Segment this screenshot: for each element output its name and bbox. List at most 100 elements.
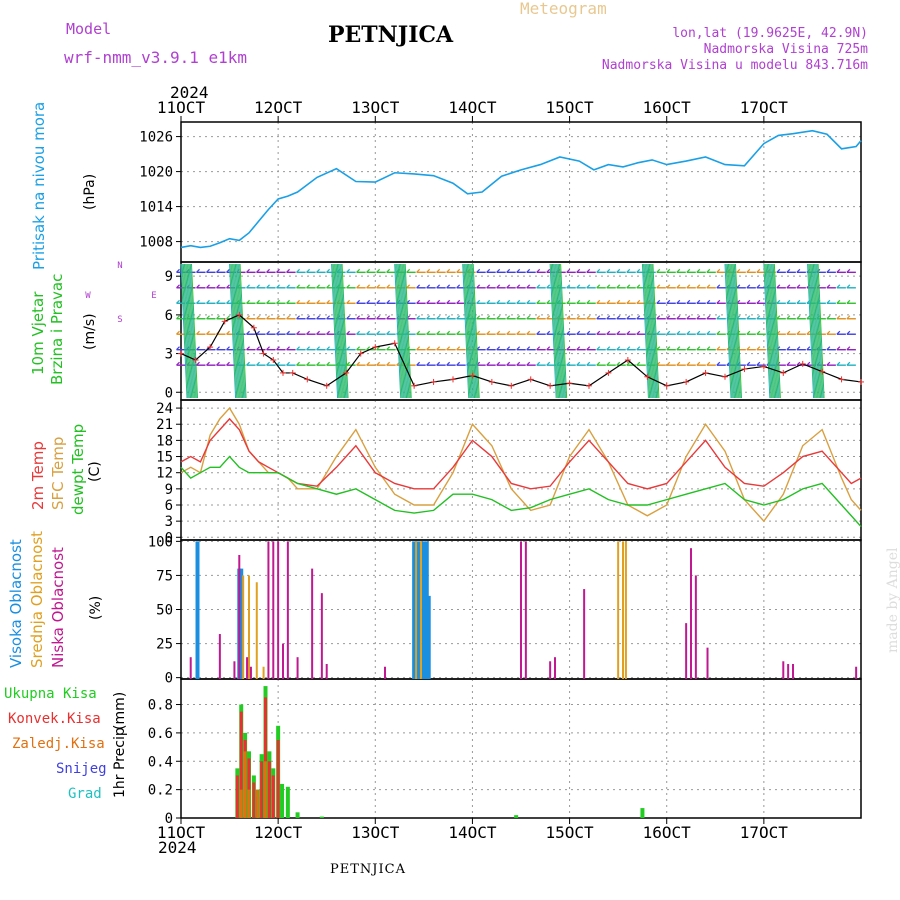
wind-streak (811, 263, 819, 399)
wind-barb-head (416, 268, 421, 273)
wind-barb-head (356, 284, 361, 289)
wind-barb-head (196, 346, 200, 351)
wind-streak (230, 263, 238, 399)
wind-barb-head (756, 330, 761, 335)
wind-streak (396, 263, 404, 399)
wind-barb-head (636, 284, 641, 289)
wind-streak (766, 263, 774, 399)
cloud-bar (239, 568, 244, 679)
wind-barb-head (746, 315, 751, 320)
cloud-bar (524, 541, 527, 679)
wind-barb-head (566, 315, 571, 320)
cloud-bar (617, 541, 620, 679)
wind-barb-head (826, 346, 831, 351)
wind-barb-head (836, 284, 841, 289)
compass-letter: E (151, 291, 156, 301)
wind-barb-head (446, 315, 451, 320)
wind-barb-head (286, 284, 290, 289)
cloud-bar (554, 657, 556, 679)
wind-barb-head (596, 346, 601, 351)
wind-barb-head (546, 346, 551, 351)
wind-barb-head (196, 361, 200, 366)
y-tick-label: 18 (156, 433, 173, 449)
wind-barb-head (626, 268, 631, 273)
wind-barb-head (506, 361, 511, 366)
wind-barb-head (486, 330, 491, 335)
wind-barb-head (686, 284, 691, 289)
meteogram-label: Meteogram (520, 0, 607, 18)
wind-barb-head (276, 330, 280, 335)
wind-barb-head (666, 361, 671, 366)
wind-barb-head (426, 268, 431, 273)
wind-barb-head (846, 299, 851, 304)
wind-barb-head (346, 315, 351, 320)
wind-barb-head (776, 284, 781, 289)
wind-barb-head (346, 361, 351, 366)
wind-barb-head (356, 330, 361, 335)
wind-streak (180, 263, 188, 399)
wind-barb-head (806, 315, 811, 320)
wind-barb-head (626, 284, 631, 289)
precip-bar (235, 775, 239, 818)
wind-barb-head (306, 346, 310, 351)
wind-streak (332, 263, 340, 399)
wind-streak (234, 263, 242, 399)
precip-bar (280, 783, 285, 818)
precip-bar (247, 789, 251, 818)
model-elevation-text: Nadmorska Visina u modelu 843.716m (601, 58, 868, 73)
y-tick-label: 0.8 (148, 698, 173, 714)
wind-barb-head (666, 315, 671, 320)
compass-letter: N (117, 261, 122, 271)
y-tick-label: 100 (148, 534, 173, 550)
cloud-bar (706, 647, 709, 679)
wind-barb-head (456, 346, 461, 351)
wind-barb-head (476, 268, 481, 273)
wind-barb-head (696, 346, 701, 351)
wind-barb-head (476, 315, 481, 320)
wind-barb-head (456, 315, 461, 320)
wind-barb-head (836, 346, 841, 351)
cloud-bar (426, 595, 431, 679)
wind-barb-head (526, 284, 531, 289)
wind-barb-head (846, 346, 851, 351)
wind-barb-head (326, 346, 331, 351)
y-tick-label: 50 (156, 603, 173, 619)
wind-streak (183, 263, 191, 399)
wind-streak (231, 263, 239, 399)
wind-barb-head (576, 346, 581, 351)
cloud-bar (320, 593, 323, 679)
wind-barb-head (786, 361, 791, 366)
wind-barb-head (226, 330, 230, 335)
wind-barb-head (386, 346, 391, 351)
wind-barb-head (216, 346, 220, 351)
wind-barb-head (836, 315, 841, 320)
wind-streak (810, 263, 818, 399)
wind-barb-head (576, 299, 581, 304)
wind-barb-head (276, 268, 280, 273)
wind-barb-head (226, 299, 230, 304)
wind-barb-head (446, 268, 451, 273)
wind-barb-head (386, 299, 391, 304)
wind-barb-head (486, 361, 491, 366)
wind-barb-head (606, 361, 611, 366)
wind-streak (549, 263, 557, 399)
wind-barb-head (306, 361, 310, 366)
wind-barb-head (286, 268, 290, 273)
wind-barb-head (656, 284, 661, 289)
wind-barb-head (786, 299, 791, 304)
wind-barb-head (326, 268, 331, 273)
cloud-bar (384, 666, 386, 679)
wind-barb-head (606, 346, 611, 351)
wind-barb-head (826, 361, 831, 366)
wind-barb-head (226, 315, 230, 320)
wind-barb-head (206, 315, 210, 320)
y-tick-label: 25 (156, 637, 173, 653)
wind-streak (190, 263, 198, 399)
wind-barb-head (826, 284, 831, 289)
wind-barb-head (456, 330, 461, 335)
cloud-bar (520, 541, 522, 679)
wind-barb-head (486, 284, 491, 289)
wind-barb-head (496, 346, 501, 351)
wind-barb-head (746, 284, 751, 289)
